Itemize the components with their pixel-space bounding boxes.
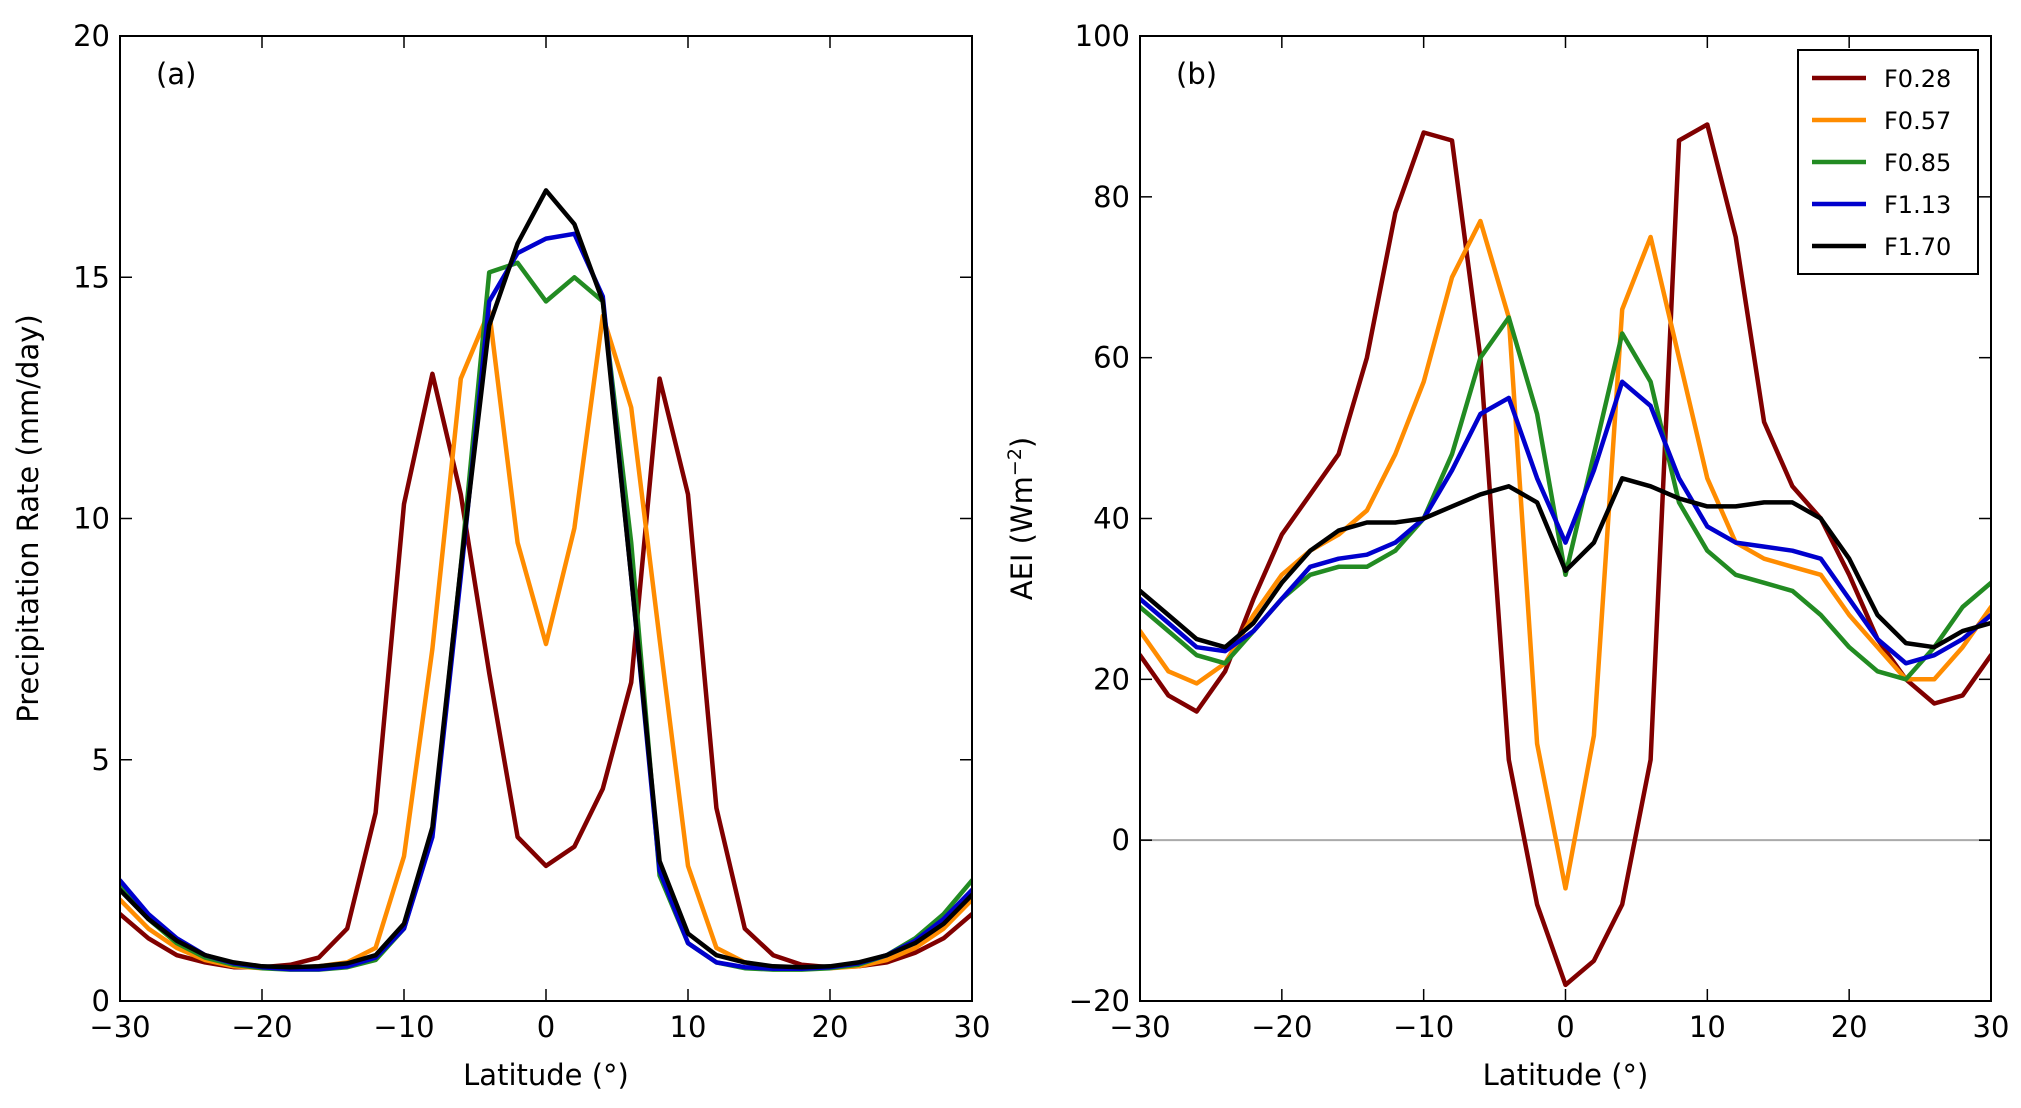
series-lines <box>120 188 972 972</box>
legend-label-f1-70: F1.70 <box>1884 233 1951 261</box>
x-axis-label: Latitude (°) <box>463 1058 629 1092</box>
legend-label-f0-57: F0.57 <box>1884 107 1951 135</box>
x-tick-label: −10 <box>1393 1010 1454 1044</box>
y-tick-label: 0 <box>1112 823 1130 857</box>
x-tick-label: 30 <box>1973 1010 2010 1044</box>
x-tick-label: 20 <box>1831 1010 1868 1044</box>
series-line-f0-85 <box>1140 315 1991 682</box>
legend-label-f0-28: F0.28 <box>1884 65 1951 93</box>
y-tick-label: 40 <box>1093 502 1130 536</box>
y-tick-label: 100 <box>1075 19 1130 53</box>
panel-label: (b) <box>1176 57 1217 91</box>
y-tick-label: 80 <box>1093 180 1130 214</box>
y-tick-label: 5 <box>92 743 110 777</box>
x-tick-label: 10 <box>1689 1010 1726 1044</box>
y-axis-label: Precipitation Rate (mm/day) <box>11 314 45 722</box>
panel-label: (a) <box>156 57 196 91</box>
x-axis-label: Latitude (°) <box>1483 1058 1649 1092</box>
series-line-f1-13 <box>120 231 972 972</box>
x-tick-label: 30 <box>954 1010 991 1044</box>
x-tick-label: 20 <box>812 1010 849 1044</box>
x-tick-label: 0 <box>537 1010 555 1044</box>
x-tick-label: −20 <box>1251 1010 1312 1044</box>
x-tick-label: −10 <box>373 1010 434 1044</box>
y-axis-label-superscript: −2 <box>1004 448 1026 476</box>
series-line-f1-13 <box>1140 379 1991 666</box>
series-line-f0-57 <box>1140 218 1991 891</box>
panel-a-precipitation-chart: −30 −20 −10 0 10 20 30 0 5 10 15 20 (a) Latitude (°) P… <box>11 19 990 1092</box>
y-axis-label-end: ) <box>1005 437 1039 448</box>
x-tick-label: 10 <box>670 1010 707 1044</box>
y-tick-label: 15 <box>73 260 110 294</box>
series-lines <box>1140 122 1991 988</box>
y-axis-label: AEI (Wm−2) <box>1004 437 1039 601</box>
x-tick-label: −20 <box>231 1010 292 1044</box>
y-tick-label: 0 <box>92 984 110 1018</box>
x-tick-label: −30 <box>89 1010 150 1044</box>
y-tick-label: 20 <box>73 19 110 53</box>
y-axis-label-main: AEI (Wm <box>1005 476 1039 600</box>
series-line-f1-70 <box>120 188 972 970</box>
series-line-f1-70 <box>1140 476 1991 650</box>
series-line-f0-57 <box>120 308 972 971</box>
x-tick-label: −30 <box>1109 1010 1170 1044</box>
legend-label-f0-85: F0.85 <box>1884 149 1951 177</box>
y-tick-label: −20 <box>1069 984 1130 1018</box>
legend-label-f1-13: F1.13 <box>1884 191 1951 219</box>
series-line-f0-28 <box>120 371 972 970</box>
series-line-f0-28 <box>1140 122 1991 988</box>
y-tick-label: 20 <box>1093 662 1130 696</box>
panel-b-aei-chart: −30 −20 −10 0 10 20 30−20020406080100(b)Latitu… <box>1004 19 2009 1092</box>
y-tick-label: 10 <box>73 502 110 536</box>
x-tick-label: 0 <box>1556 1010 1574 1044</box>
axes-frame <box>119 35 973 1002</box>
legend: F0.28 F0.57 F0.85 F1.13 F1.70 <box>1797 49 1979 275</box>
y-tick-label: 60 <box>1093 341 1130 375</box>
